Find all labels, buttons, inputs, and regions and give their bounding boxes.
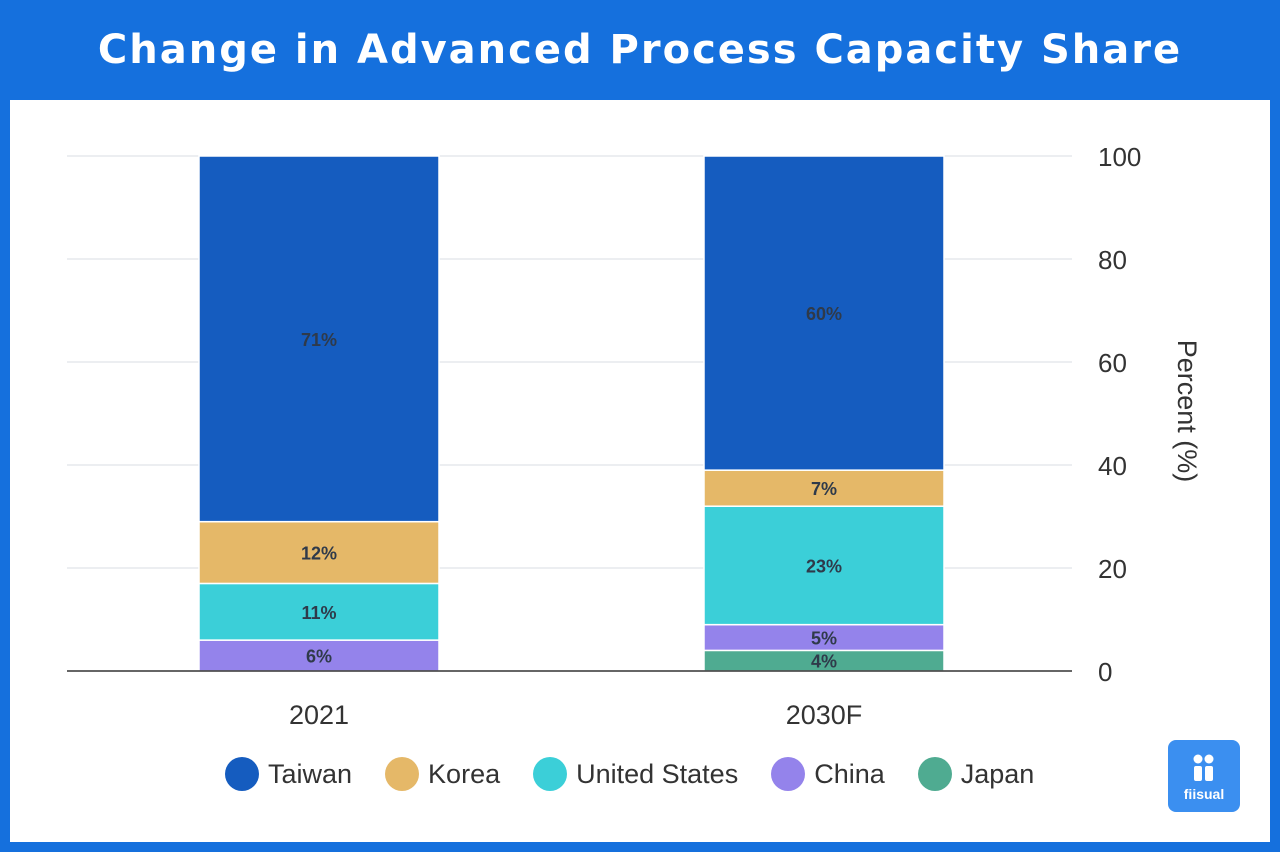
legend-swatch-korea: [385, 757, 420, 791]
legend: Taiwan Korea United States China Japan: [225, 757, 1067, 791]
bar-segment-united-states: [198, 582, 440, 641]
y-tick-label: 80: [1098, 245, 1127, 275]
legend-swatch-japan: [917, 757, 952, 791]
data-label-china: 5%: [811, 629, 837, 649]
legend-label-japan: Japan: [960, 758, 1035, 789]
chart-panel: 0 20 40 60 80 100 Percent (%) 6% 11% 12% 71% 2021 4%…: [10, 100, 1270, 842]
legend-item-japan[interactable]: Japan: [917, 757, 1035, 791]
bar-segment-taiwan: [703, 155, 945, 471]
bar-segment-taiwan: [198, 155, 440, 523]
y-tick-label: 20: [1098, 554, 1127, 584]
data-label-taiwan: 71%: [301, 330, 337, 350]
y-tick-label: 0: [1098, 657, 1112, 687]
legend-swatch-taiwan: [225, 757, 259, 791]
data-label-united-states: 23%: [806, 556, 842, 576]
stacked-bar-chart: 0 20 40 60 80 100 Percent (%) 6% 11% 12% 71% 2021 4%…: [67, 142, 1202, 730]
x-tick-label: 2030F: [786, 700, 863, 730]
logo-text: fiisual: [1183, 786, 1225, 802]
data-label-china: 6%: [306, 647, 332, 667]
y-tick-label: 100: [1098, 142, 1141, 172]
legend-item-china[interactable]: China: [771, 757, 885, 791]
chart-title: Change in Advanced Process Capacity Shar…: [97, 27, 1183, 73]
y-tick-label: 60: [1098, 348, 1127, 378]
bar-segment-china: [703, 623, 945, 652]
bar-segment-china: [198, 639, 440, 672]
data-label-korea: 12%: [301, 544, 337, 564]
bar-segment-united-states: [703, 505, 945, 626]
legend-label-taiwan: Taiwan: [268, 758, 353, 789]
y-axis-label: Percent (%): [1172, 340, 1202, 483]
y-tick-label: 40: [1098, 451, 1127, 481]
x-tick-label: 2021: [289, 700, 349, 730]
data-label-taiwan: 60%: [806, 304, 842, 324]
legend-swatch-united-states: [533, 757, 568, 791]
legend-label-china: China: [814, 758, 885, 789]
legend-swatch-china: [771, 757, 806, 791]
legend-item-taiwan[interactable]: Taiwan: [225, 757, 352, 791]
data-label-japan: 4%: [811, 652, 837, 672]
data-label-korea: 7%: [811, 479, 837, 499]
fiisual-logo: fiisual: [1168, 740, 1240, 812]
legend-item-united-states[interactable]: United States: [533, 757, 738, 791]
legend-item-korea[interactable]: Korea: [385, 757, 500, 791]
legend-label-korea: Korea: [428, 758, 501, 789]
fiisual-logo-icon: [1193, 754, 1214, 781]
legend-label-united-states: United States: [576, 758, 739, 789]
data-label-united-states: 11%: [301, 603, 336, 623]
